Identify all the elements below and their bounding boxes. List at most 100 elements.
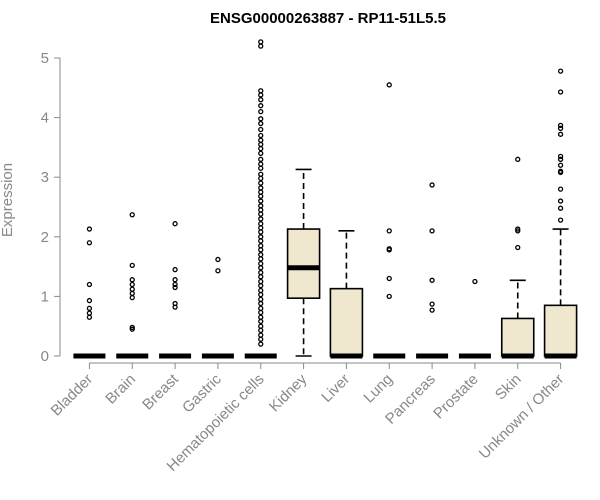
x-tick-label: Breast xyxy=(139,370,182,413)
y-tick-label: 2 xyxy=(41,229,49,246)
x-tick-label: Bladder xyxy=(48,371,97,420)
outlier-point xyxy=(258,185,264,191)
box-brain xyxy=(116,212,149,359)
outlier-point xyxy=(258,171,264,177)
outlier-point xyxy=(258,211,264,217)
outlier-point xyxy=(429,307,435,313)
outlier-point xyxy=(557,122,564,128)
outlier-point xyxy=(258,221,264,227)
outlier-point xyxy=(258,260,264,267)
outlier-point xyxy=(258,243,264,249)
outlier-point xyxy=(258,300,264,307)
outlier-point xyxy=(172,277,178,283)
outlier-point xyxy=(129,286,135,292)
box-iqr xyxy=(500,317,535,357)
outlier-point xyxy=(258,336,264,342)
outlier-point xyxy=(258,234,264,240)
outlier-point xyxy=(172,304,178,310)
outlier-point xyxy=(386,228,392,234)
outlier-point xyxy=(557,217,564,223)
x-tick-label: Skin xyxy=(492,371,525,404)
box-unknown-other xyxy=(543,68,578,359)
outlier-point xyxy=(258,39,264,45)
outlier-point xyxy=(258,132,264,139)
outlier-point xyxy=(258,97,264,103)
box-gastric xyxy=(201,256,234,359)
outlier-point xyxy=(86,310,93,316)
outlier-point xyxy=(258,305,264,311)
outlier-point xyxy=(258,165,264,171)
outlier-point xyxy=(258,274,264,280)
box-skin xyxy=(500,156,535,359)
outlier-point xyxy=(215,256,221,263)
box-iqr xyxy=(543,304,578,357)
outlier-point xyxy=(258,92,264,98)
outlier-point xyxy=(258,145,264,152)
y-axis: 0 1 2 3 4 5 xyxy=(41,50,61,365)
outlier-point xyxy=(129,212,135,218)
outlier-point xyxy=(258,150,264,157)
outlier-point xyxy=(129,277,135,283)
outlier-point xyxy=(172,281,178,288)
box-iqr xyxy=(286,228,321,299)
outlier-point xyxy=(258,323,264,329)
outlier-point xyxy=(429,228,435,234)
outlier-point xyxy=(258,238,264,244)
outlier-point xyxy=(129,281,135,288)
outlier-point xyxy=(515,156,521,162)
outlier-point xyxy=(258,180,264,186)
outlier-point xyxy=(258,309,264,316)
outlier-point xyxy=(86,226,93,232)
outlier-point xyxy=(258,141,264,148)
outlier-point xyxy=(258,296,264,303)
outlier-point xyxy=(258,43,264,49)
box-hematopoietic-cells xyxy=(244,39,277,359)
outlier-point xyxy=(429,182,435,188)
box-breast xyxy=(159,221,192,359)
outlier-point xyxy=(386,275,392,282)
outlier-point xyxy=(172,284,178,291)
outlier-point xyxy=(258,341,264,347)
outlier-point xyxy=(557,153,564,159)
outlier-point xyxy=(129,294,135,301)
outlier-point xyxy=(515,244,521,251)
outlier-point xyxy=(258,116,264,122)
box-pancreas xyxy=(416,182,449,359)
outlier-point xyxy=(515,228,521,234)
outlier-point xyxy=(258,203,264,209)
outlier-point xyxy=(258,108,264,115)
outlier-point xyxy=(258,103,264,109)
x-tick-label: Liver xyxy=(318,371,353,406)
outlier-point xyxy=(172,221,178,227)
outlier-point xyxy=(129,262,135,269)
box-lung xyxy=(373,82,406,359)
outlier-point xyxy=(129,324,135,331)
outlier-point xyxy=(258,265,264,271)
outlier-point xyxy=(557,125,564,131)
outlier-point xyxy=(429,277,435,283)
outlier-point xyxy=(258,193,264,199)
x-tick-label: Prostate xyxy=(430,371,482,423)
box-bladder xyxy=(73,226,106,359)
box-kidney xyxy=(286,168,321,357)
outlier-point xyxy=(258,318,264,325)
outlier-point xyxy=(429,301,435,307)
outlier-point xyxy=(129,290,135,297)
outlier-point xyxy=(86,240,93,246)
outlier-point xyxy=(557,198,564,204)
outlier-point xyxy=(258,332,264,338)
y-tick-label: 1 xyxy=(41,288,49,305)
outlier-point xyxy=(557,205,564,211)
outlier-point xyxy=(258,327,264,334)
outlier-point xyxy=(258,252,264,258)
outlier-point xyxy=(86,281,93,288)
outlier-point xyxy=(258,225,264,231)
outlier-point xyxy=(258,137,264,143)
box-iqr xyxy=(329,287,364,357)
outlier-point xyxy=(258,256,264,262)
outlier-point xyxy=(386,82,392,88)
box-liver xyxy=(329,230,364,359)
outlier-point xyxy=(386,247,392,253)
